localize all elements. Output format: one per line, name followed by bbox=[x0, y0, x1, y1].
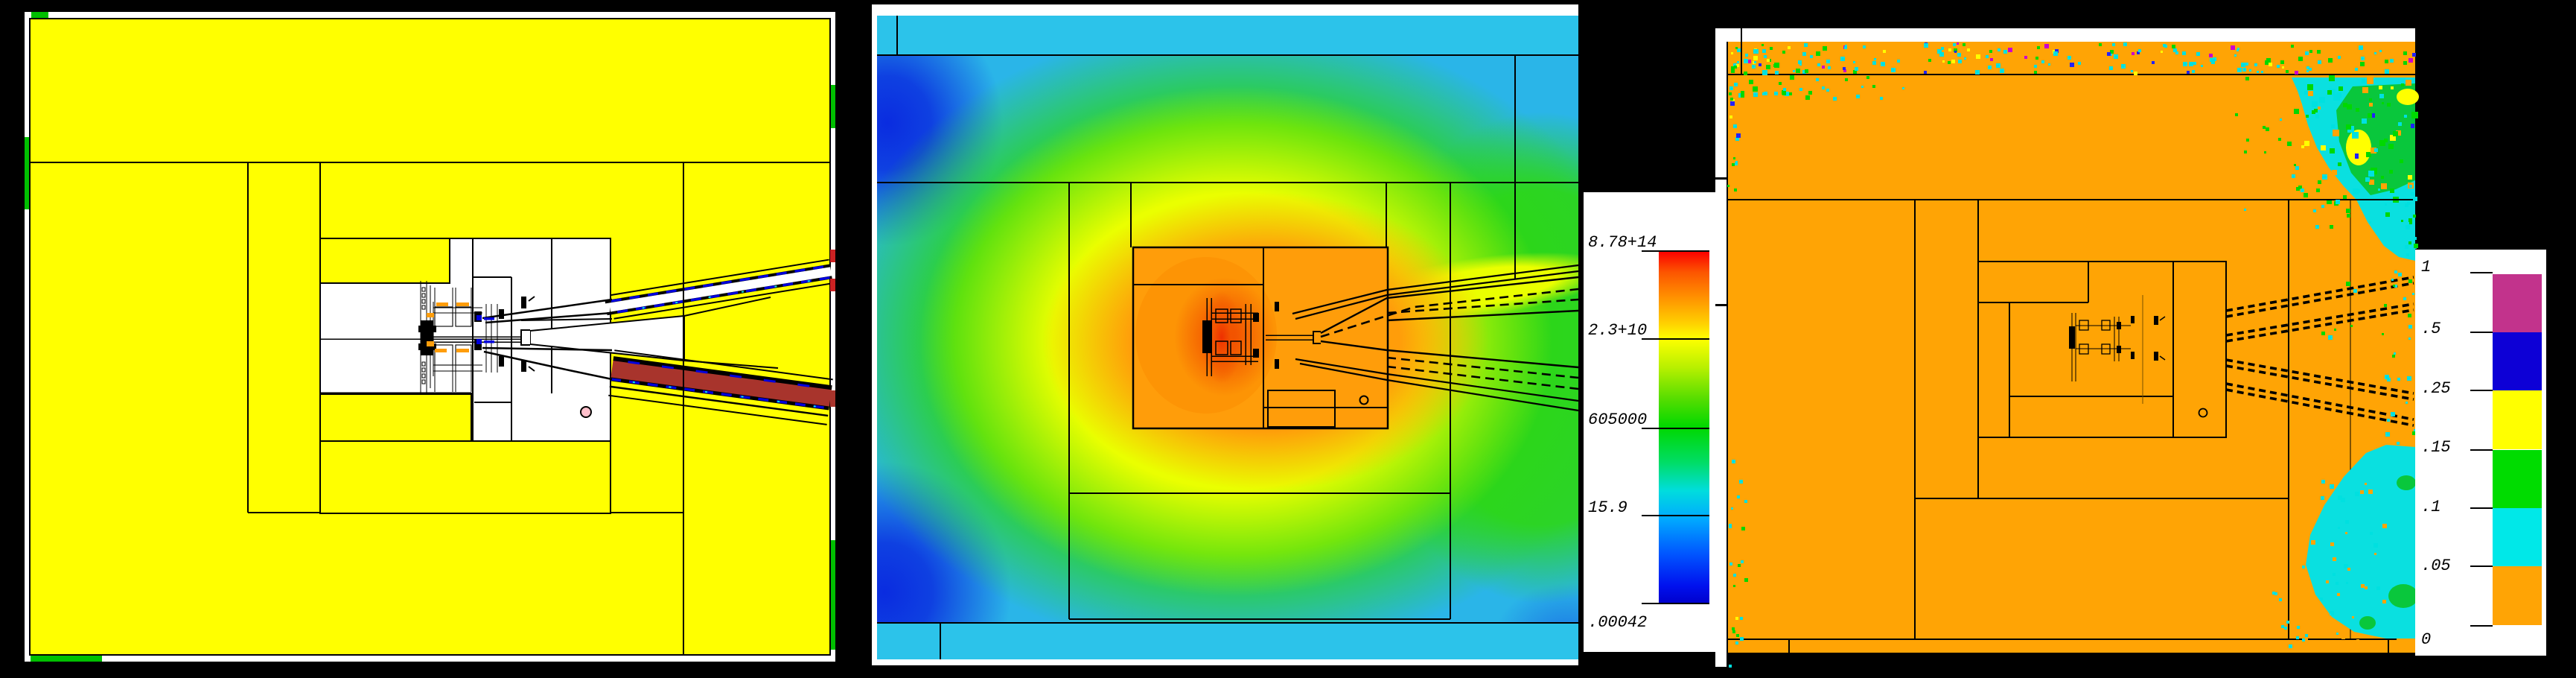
svg-text:605000: 605000 bbox=[1588, 411, 1647, 429]
svg-text:.25: .25 bbox=[2421, 379, 2451, 398]
svg-text:8.78+14: 8.78+14 bbox=[1588, 233, 1657, 252]
svg-text:15.9: 15.9 bbox=[1588, 498, 1627, 517]
svg-text:0: 0 bbox=[2421, 630, 2431, 649]
svg-text:.5: .5 bbox=[2421, 320, 2440, 338]
svg-text:2.3+10: 2.3+10 bbox=[1588, 321, 1647, 340]
svg-text:.15: .15 bbox=[2421, 438, 2451, 457]
svg-text:1: 1 bbox=[2421, 258, 2431, 276]
svg-text:.00042: .00042 bbox=[1588, 613, 1647, 632]
svg-text:.1: .1 bbox=[2421, 498, 2440, 516]
svg-text:.05: .05 bbox=[2421, 557, 2451, 575]
